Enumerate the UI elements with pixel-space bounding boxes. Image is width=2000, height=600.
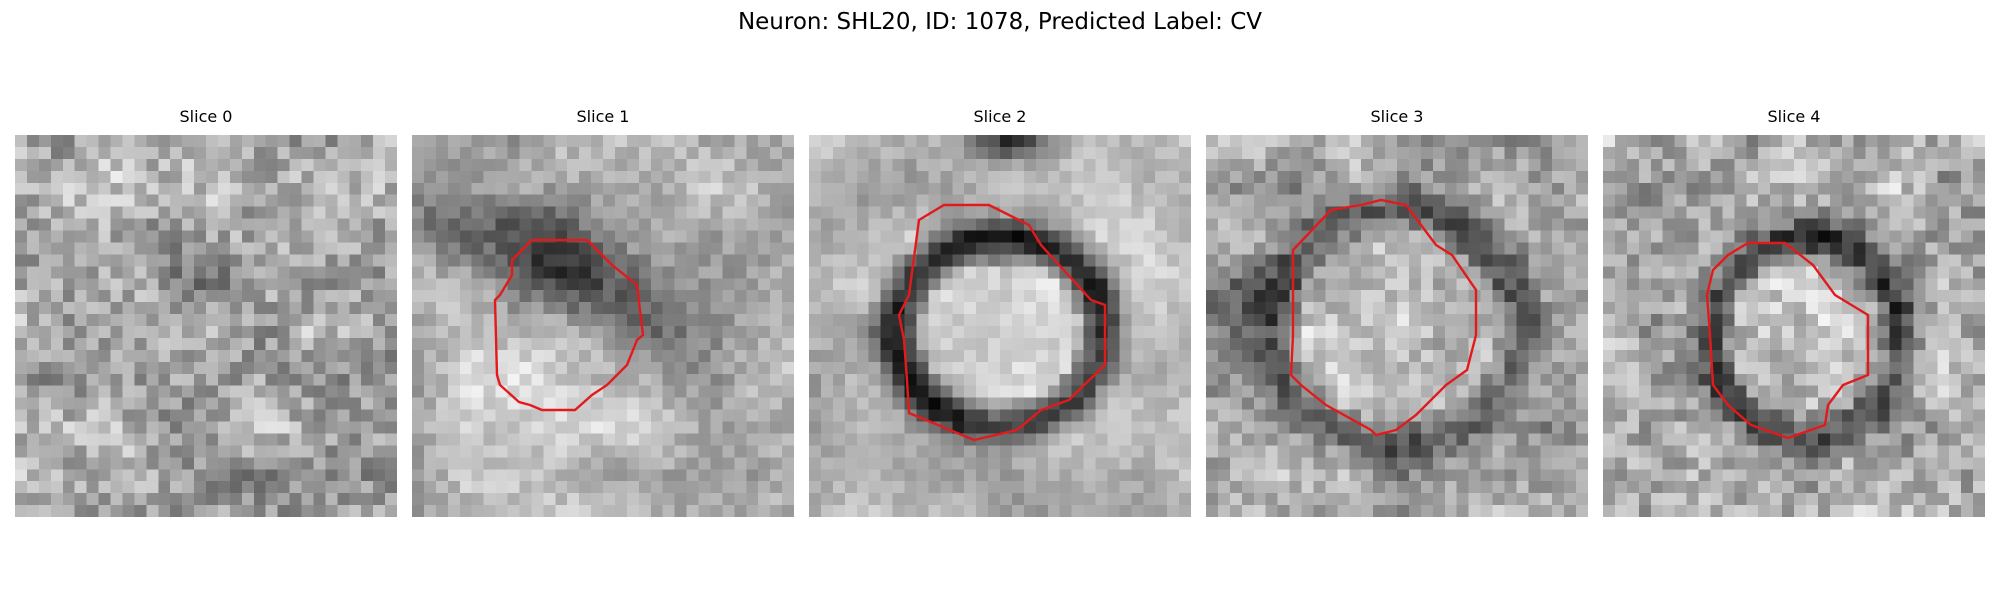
slice-panel-4: Slice 4 xyxy=(1603,107,1985,517)
slice-panel-2: Slice 2 xyxy=(809,107,1191,517)
slice-image-1 xyxy=(412,135,794,517)
slice-panel-3: Slice 3 xyxy=(1206,107,1588,517)
pixel-grid xyxy=(809,135,1191,517)
slice-image-4 xyxy=(1603,135,1985,517)
slice-title-2: Slice 2 xyxy=(973,107,1027,126)
slice-title-3: Slice 3 xyxy=(1370,107,1424,126)
pixel-grid xyxy=(412,135,794,517)
segmentation-contour xyxy=(1705,241,1870,440)
slice-image-0 xyxy=(15,135,397,517)
pixel-grid xyxy=(15,135,397,517)
segmentation-contour xyxy=(1289,198,1478,437)
segmentation-contour xyxy=(493,238,645,412)
figure-title: Neuron: SHL20, ID: 1078, Predicted Label… xyxy=(737,9,1263,35)
slice-image-3 xyxy=(1206,135,1588,517)
slice-panel-0: Slice 0 xyxy=(15,107,397,517)
slice-title-0: Slice 0 xyxy=(179,107,233,126)
slice-title-4: Slice 4 xyxy=(1767,107,1821,126)
slice-image-2 xyxy=(809,135,1191,517)
pixel-grid xyxy=(1603,135,1985,517)
slice-title-1: Slice 1 xyxy=(576,107,630,126)
pixel-grid xyxy=(1206,135,1588,517)
segmentation-contour xyxy=(897,203,1107,442)
slice-panel-1: Slice 1 xyxy=(412,107,794,517)
